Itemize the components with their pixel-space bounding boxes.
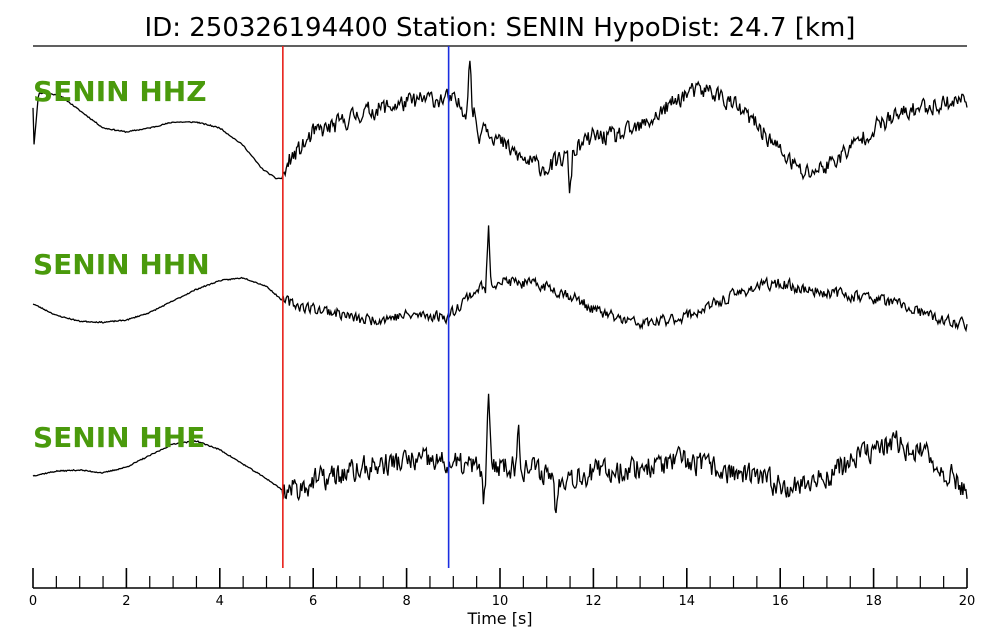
- x-tick-label: 4: [216, 594, 224, 609]
- x-tick-label: 18: [865, 594, 882, 609]
- x-axis: 0 2 4 6 8 10 12 14 16 18 20 Time [s]: [29, 568, 975, 628]
- x-tick-label: 8: [402, 594, 410, 609]
- trace-line-3: [32, 393, 968, 514]
- x-tick-label: 12: [585, 594, 602, 609]
- x-tick-label: 20: [959, 594, 976, 609]
- x-tick-label: 0: [29, 594, 37, 609]
- trace-labels: SENIN HHZ SENIN HHN SENIN HHE: [33, 75, 210, 454]
- picks-group: [282, 46, 450, 568]
- x-tick-label: 6: [309, 594, 317, 609]
- x-tick-label: 2: [122, 594, 130, 609]
- x-axis-ticks: 0 2 4 6 8 10 12 14 16 18 20: [29, 568, 975, 609]
- trace-label-hhn: SENIN HHN: [33, 248, 210, 281]
- trace-label-hhe: SENIN HHE: [33, 421, 205, 454]
- traces-group: [32, 60, 968, 514]
- trace-line-1: [32, 60, 968, 194]
- x-tick-label: 16: [772, 594, 789, 609]
- x-axis-label: Time [s]: [466, 609, 532, 628]
- figure-title: ID: 250326194400 Station: SENIN HypoDist…: [145, 13, 856, 43]
- x-tick-label: 10: [492, 594, 509, 609]
- trace-label-hhz: SENIN HHZ: [33, 75, 207, 108]
- trace-line-2: [32, 225, 968, 333]
- x-tick-label: 14: [679, 594, 696, 609]
